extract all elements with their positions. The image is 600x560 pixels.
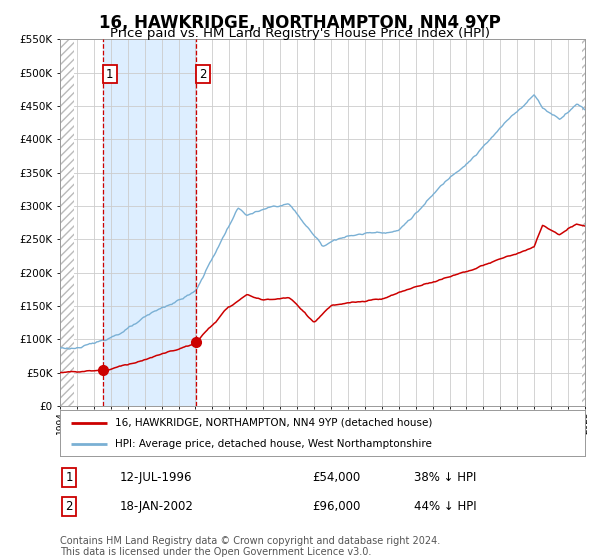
Bar xyxy=(60,39,74,406)
Text: £54,000: £54,000 xyxy=(312,470,360,484)
Text: 16, HAWKRIDGE, NORTHAMPTON, NN4 9YP (detached house): 16, HAWKRIDGE, NORTHAMPTON, NN4 9YP (det… xyxy=(115,418,433,428)
Text: 1: 1 xyxy=(65,470,73,484)
Text: Price paid vs. HM Land Registry's House Price Index (HPI): Price paid vs. HM Land Registry's House … xyxy=(110,27,490,40)
Text: 38% ↓ HPI: 38% ↓ HPI xyxy=(414,470,476,484)
Text: 18-JAN-2002: 18-JAN-2002 xyxy=(120,500,194,514)
Text: 16, HAWKRIDGE, NORTHAMPTON, NN4 9YP: 16, HAWKRIDGE, NORTHAMPTON, NN4 9YP xyxy=(99,14,501,32)
Text: 12-JUL-1996: 12-JUL-1996 xyxy=(120,470,193,484)
Text: 44% ↓ HPI: 44% ↓ HPI xyxy=(414,500,476,514)
Text: Contains HM Land Registry data © Crown copyright and database right 2024.
This d: Contains HM Land Registry data © Crown c… xyxy=(60,535,440,557)
Bar xyxy=(103,39,196,406)
Text: £96,000: £96,000 xyxy=(312,500,361,514)
Bar xyxy=(583,39,585,406)
Text: 2: 2 xyxy=(65,500,73,514)
Text: 2: 2 xyxy=(199,68,207,81)
Text: HPI: Average price, detached house, West Northamptonshire: HPI: Average price, detached house, West… xyxy=(115,439,432,449)
Text: 1: 1 xyxy=(106,68,113,81)
